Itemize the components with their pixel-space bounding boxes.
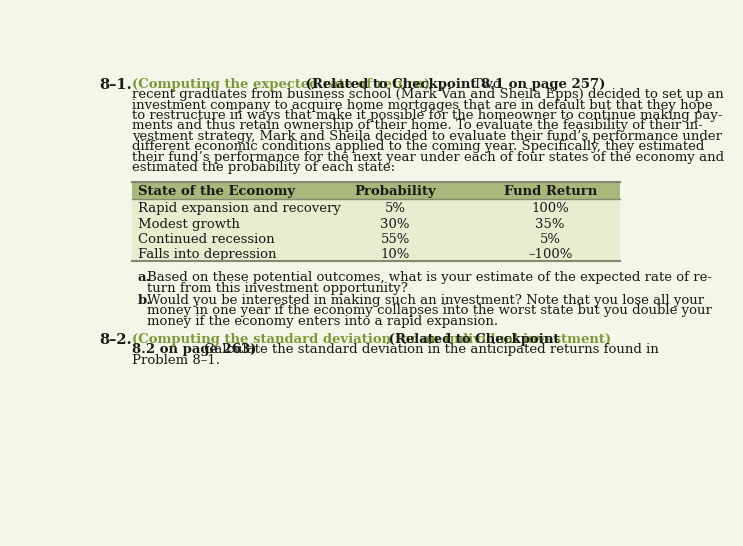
Text: investment company to acquire home mortgages that are in default but that they h: investment company to acquire home mortg… bbox=[132, 99, 713, 111]
Text: turn from this investment opportunity?: turn from this investment opportunity? bbox=[147, 282, 408, 295]
Bar bbox=[132, 199, 620, 215]
Text: (Computing the standard deviation for an individual investment): (Computing the standard deviation for an… bbox=[132, 333, 611, 346]
Text: a.: a. bbox=[137, 271, 151, 284]
Text: different economic conditions applied to the coming year. Specifically, they est: different economic conditions applied to… bbox=[132, 140, 704, 153]
Text: (Related to Checkpoint: (Related to Checkpoint bbox=[383, 333, 559, 346]
Bar bbox=[132, 230, 620, 245]
Text: 8–2.: 8–2. bbox=[99, 333, 132, 347]
Text: Would you be interested in making such an investment? Note that you lose all you: Would you be interested in making such a… bbox=[147, 294, 704, 307]
Text: Problem 8–1.: Problem 8–1. bbox=[132, 353, 220, 366]
Text: 55%: 55% bbox=[380, 233, 410, 246]
Text: Falls into depression: Falls into depression bbox=[137, 248, 276, 262]
Text: 30%: 30% bbox=[380, 218, 410, 230]
Text: ments and thus retain ownership of their home. To evaluate the feasibility of th: ments and thus retain ownership of their… bbox=[132, 120, 702, 133]
Text: their fund’s performance for the next year under each of four states of the econ: their fund’s performance for the next ye… bbox=[132, 151, 724, 164]
Text: 5%: 5% bbox=[385, 202, 406, 215]
Text: Fund Return: Fund Return bbox=[504, 185, 597, 198]
Text: (Related to Checkpoint 8.1 on page 257): (Related to Checkpoint 8.1 on page 257) bbox=[301, 78, 605, 91]
Text: 8–1.: 8–1. bbox=[99, 78, 132, 92]
Text: recent graduates from business school (Mark Van and Sheila Epps) decided to set : recent graduates from business school (M… bbox=[132, 88, 724, 101]
Text: Two: Two bbox=[469, 78, 501, 91]
Text: 35%: 35% bbox=[536, 218, 565, 230]
Bar bbox=[132, 245, 620, 260]
Text: 5%: 5% bbox=[539, 233, 561, 246]
Text: 10%: 10% bbox=[380, 248, 410, 262]
Text: State of the Economy: State of the Economy bbox=[137, 185, 295, 198]
Text: Calculate the standard deviation in the anticipated returns found in: Calculate the standard deviation in the … bbox=[200, 343, 658, 356]
Text: estimated the probability of each state:: estimated the probability of each state: bbox=[132, 161, 395, 174]
Text: money if the economy enters into a rapid expansion.: money if the economy enters into a rapid… bbox=[147, 314, 499, 328]
Text: 8.2 on page 263): 8.2 on page 263) bbox=[132, 343, 256, 356]
Text: vestment strategy, Mark and Sheila decided to evaluate their fund’s performance : vestment strategy, Mark and Sheila decid… bbox=[132, 130, 721, 143]
Text: b.: b. bbox=[137, 294, 152, 307]
Text: –100%: –100% bbox=[528, 248, 572, 262]
Text: Based on these potential outcomes, what is your estimate of the expected rate of: Based on these potential outcomes, what … bbox=[147, 271, 712, 284]
Text: to restructure in ways that make it possible for the homeowner to continue makin: to restructure in ways that make it poss… bbox=[132, 109, 722, 122]
Text: Probability: Probability bbox=[354, 185, 436, 198]
Text: Rapid expansion and recovery: Rapid expansion and recovery bbox=[137, 202, 341, 215]
Bar bbox=[132, 215, 620, 230]
Text: money in one year if the economy collapses into the worst state but you double y: money in one year if the economy collaps… bbox=[147, 304, 712, 317]
Text: Modest growth: Modest growth bbox=[137, 218, 240, 230]
Text: 100%: 100% bbox=[531, 202, 569, 215]
Text: (Computing the expected rate of return): (Computing the expected rate of return) bbox=[132, 78, 429, 91]
Bar bbox=[132, 182, 620, 199]
Text: Continued recession: Continued recession bbox=[137, 233, 274, 246]
